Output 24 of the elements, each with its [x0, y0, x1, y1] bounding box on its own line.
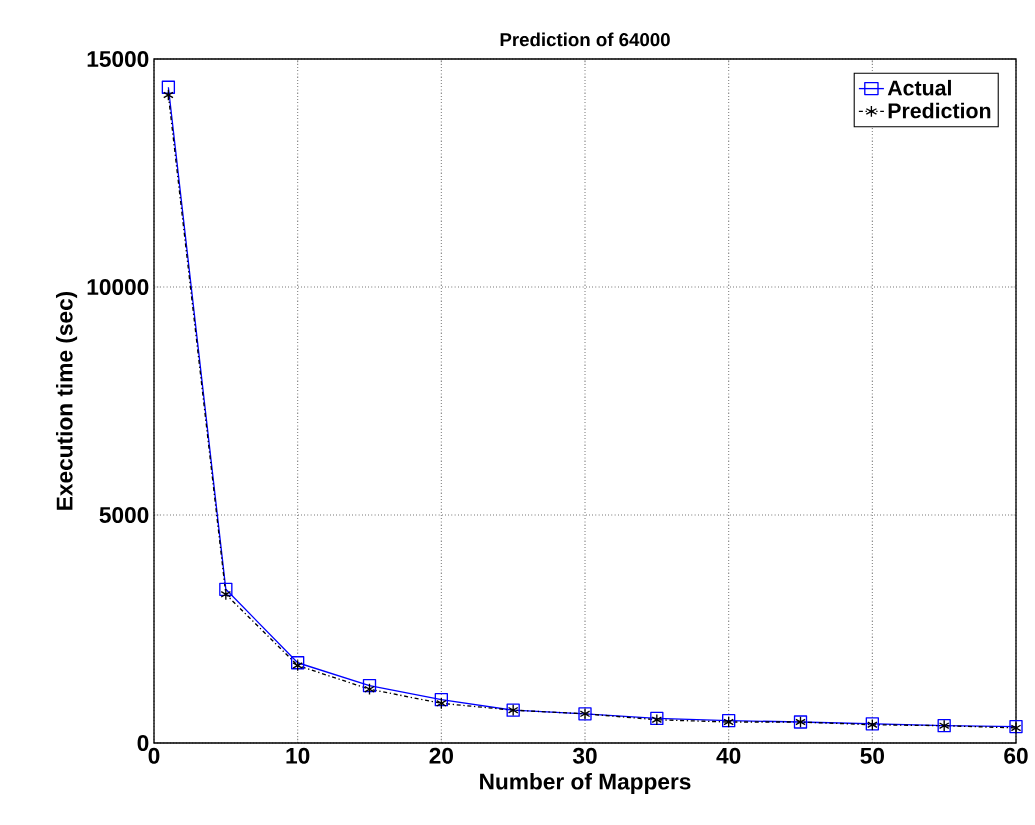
point [362, 678, 377, 693]
x-tick-label: 20 [429, 747, 453, 764]
point [434, 693, 449, 707]
x-tick-label: 0 [148, 747, 160, 764]
x-tick-label: 30 [572, 747, 597, 764]
x-tick-label: 60 [1004, 747, 1028, 764]
y-tick-label: 5000 [99, 506, 149, 524]
x-tick-label: 50 [860, 747, 885, 764]
y-tick-label: 0 [137, 734, 149, 752]
y-tick-label: 10000 [87, 278, 149, 296]
x-axis-title: Number of Mappers [480, 772, 691, 795]
point [163, 89, 174, 102]
point [364, 683, 375, 696]
legend-label: Prediction [888, 102, 991, 119]
y-tick-label: 15000 [87, 50, 149, 68]
point [161, 80, 176, 94]
x-tick-label: 10 [286, 747, 310, 764]
x-tick-label: 40 [716, 747, 741, 764]
point [436, 697, 447, 710]
point [219, 582, 233, 596]
legend-label: Actual [887, 79, 951, 96]
y-axis-title: Execution time (sec) [55, 291, 78, 510]
point [220, 588, 232, 601]
chart-title: Prediction of 64000 [500, 32, 670, 47]
